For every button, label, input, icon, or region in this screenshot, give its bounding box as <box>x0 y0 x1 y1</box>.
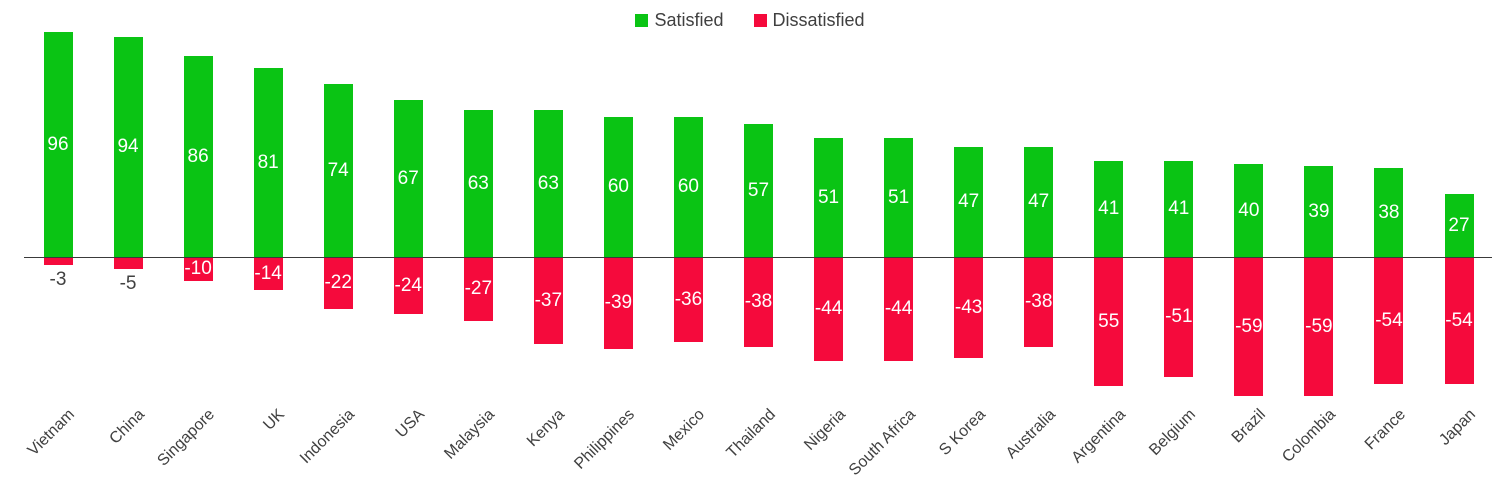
bar-satisfied <box>1094 161 1124 258</box>
bar-value-label-dissatisfied: -10 <box>184 258 212 280</box>
bar-dissatisfied <box>1164 257 1194 378</box>
bar-value-label-satisfied: 41 <box>1168 198 1190 220</box>
bar-value-label-dissatisfied: -27 <box>464 278 493 300</box>
bar-value-label-dissatisfied: -44 <box>814 298 843 320</box>
bar-value-label-dissatisfied: -38 <box>744 291 773 313</box>
bar-satisfied <box>1164 161 1194 258</box>
bar-dissatisfied <box>113 257 143 270</box>
bar-value-label-satisfied: 47 <box>958 191 980 213</box>
bar-value-label-satisfied: 40 <box>1238 199 1260 221</box>
bar-satisfied <box>393 100 423 258</box>
bar-value-label-dissatisfied: -36 <box>674 288 703 310</box>
bar-value-label-dissatisfied: -22 <box>324 272 352 294</box>
legend-label: Dissatisfied <box>772 10 865 30</box>
bar-value-label-satisfied: 51 <box>888 186 910 208</box>
bar-satisfied <box>323 83 353 258</box>
bar-satisfied <box>884 137 914 258</box>
bar-value-label-satisfied: 60 <box>677 176 700 198</box>
bar-satisfied <box>603 116 633 258</box>
bar-dissatisfied <box>43 257 73 265</box>
bar-satisfied <box>673 116 703 258</box>
bar-dissatisfied <box>393 257 423 314</box>
bar-dissatisfied <box>1304 257 1334 396</box>
bar-value-label-satisfied: 39 <box>1308 200 1330 222</box>
bar-value-label-satisfied: 63 <box>467 172 489 194</box>
bar-dissatisfied <box>814 257 844 361</box>
bar-value-label-dissatisfied: -24 <box>394 274 422 296</box>
bar-value-label-dissatisfied: -59 <box>1305 315 1333 337</box>
bar-value-label-satisfied: 63 <box>537 172 559 194</box>
bar-satisfied <box>744 123 773 258</box>
bar-value-label-satisfied: 51 <box>817 186 840 208</box>
bar-satisfied <box>1374 168 1404 258</box>
bar-dissatisfied <box>1444 257 1474 385</box>
legend-swatch-icon <box>635 14 649 27</box>
bar-satisfied <box>113 37 143 258</box>
bar-value-label-dissatisfied: -39 <box>604 292 633 314</box>
bar-value-label-satisfied: 41 <box>1098 198 1120 220</box>
bar-satisfied <box>43 32 73 258</box>
bar-dissatisfied <box>1374 257 1404 385</box>
bar-value-label-satisfied: 96 <box>47 133 69 155</box>
bar-satisfied <box>183 55 213 258</box>
bar-value-label-dissatisfied: -43 <box>954 296 983 318</box>
bar-satisfied <box>253 67 283 258</box>
bar-value-label-dissatisfied: -38 <box>1024 291 1053 313</box>
bar-value-label-dissatisfied: -44 <box>884 298 913 320</box>
bar-value-label-satisfied: 67 <box>397 167 419 189</box>
bar-dissatisfied <box>183 257 213 281</box>
bar-dissatisfied <box>533 257 563 345</box>
legend-label: Satisfied <box>654 10 724 30</box>
bar-value-label-dissatisfied: -59 <box>1235 315 1263 337</box>
bar-dissatisfied <box>463 257 493 321</box>
bar-satisfied <box>463 109 493 258</box>
bar-value-label-dissatisfied: -5 <box>119 273 137 295</box>
bar-value-label-dissatisfied: -54 <box>1445 309 1473 331</box>
bar-dissatisfied <box>884 257 914 361</box>
bar-value-label-satisfied: 27 <box>1448 214 1470 236</box>
bar-value-label-satisfied: 38 <box>1378 201 1400 223</box>
bar-satisfied <box>1024 147 1054 258</box>
bar-satisfied <box>1444 194 1474 258</box>
bar-value-label-satisfied: 81 <box>257 151 279 173</box>
bar-dissatisfied <box>673 257 703 342</box>
bar-dissatisfied <box>954 257 984 359</box>
bar-value-label-dissatisfied: -37 <box>534 289 563 311</box>
legend-item-satisfied: Satisfied <box>635 10 724 31</box>
bar-dissatisfied <box>1024 257 1054 347</box>
zero-axis-line <box>24 256 1492 259</box>
bar-dissatisfied <box>744 257 773 347</box>
legend-swatch-icon <box>753 14 767 27</box>
bar-dissatisfied <box>603 257 633 349</box>
bar-value-label-satisfied: 86 <box>187 145 209 167</box>
bar-value-label-satisfied: 57 <box>747 179 770 201</box>
legend-item-dissatisfied: Dissatisfied <box>753 10 865 31</box>
bar-satisfied <box>954 147 984 258</box>
bar-satisfied <box>533 109 563 258</box>
bar-satisfied <box>814 137 844 258</box>
bar-value-label-satisfied: 94 <box>117 136 139 158</box>
bar-value-label-satisfied: 74 <box>327 159 349 181</box>
bar-value-label-dissatisfied: -14 <box>254 262 282 284</box>
legend: Satisfied Dissatisfied <box>0 10 1500 31</box>
bar-value-label-dissatisfied: -54 <box>1375 309 1403 331</box>
bar-dissatisfied <box>1234 257 1264 396</box>
bar-value-label-dissatisfied: -3 <box>49 268 67 290</box>
bar-value-label-dissatisfied: 55 <box>1098 310 1120 332</box>
bar-dissatisfied <box>323 257 353 310</box>
bar-value-label-satisfied: 60 <box>607 176 629 198</box>
bar-value-label-dissatisfied: -51 <box>1165 306 1193 328</box>
bar-satisfied <box>1234 163 1264 258</box>
bar-dissatisfied <box>253 257 283 291</box>
category-label: Japan <box>1436 406 1480 449</box>
bar-dissatisfied <box>1094 257 1124 387</box>
bar-satisfied <box>1304 166 1334 258</box>
bar-value-label-satisfied: 47 <box>1028 191 1050 213</box>
